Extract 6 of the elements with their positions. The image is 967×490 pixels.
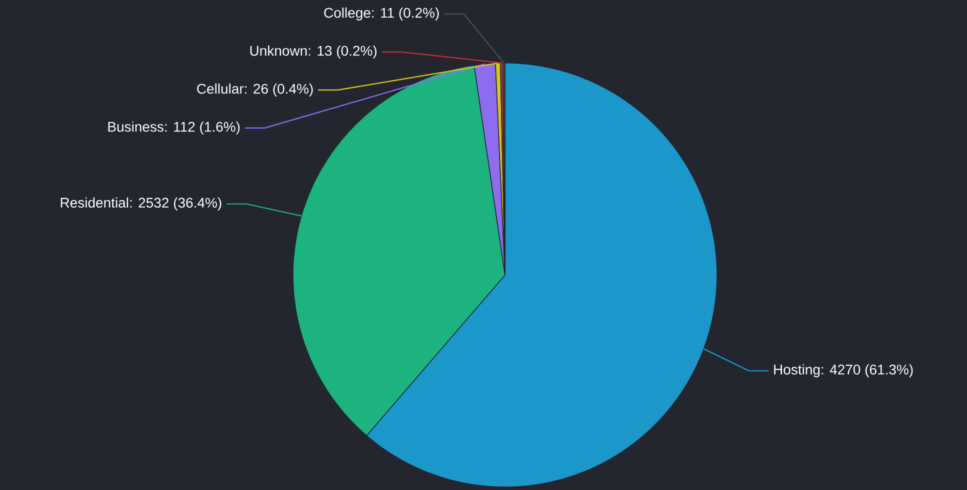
- slice-label: College: 11 (0.2%): [324, 7, 439, 21]
- slice-label: Cellular: 26 (0.4%): [197, 83, 313, 97]
- slice-label: Hosting: 4270 (61.3%): [774, 364, 913, 378]
- slice-label: Residential: 2532 (36.4%): [60, 197, 222, 210]
- slice-label: Unknown: 13 (0.2%): [250, 45, 376, 59]
- slice-label: Business: 112 (1.6%): [108, 121, 240, 135]
